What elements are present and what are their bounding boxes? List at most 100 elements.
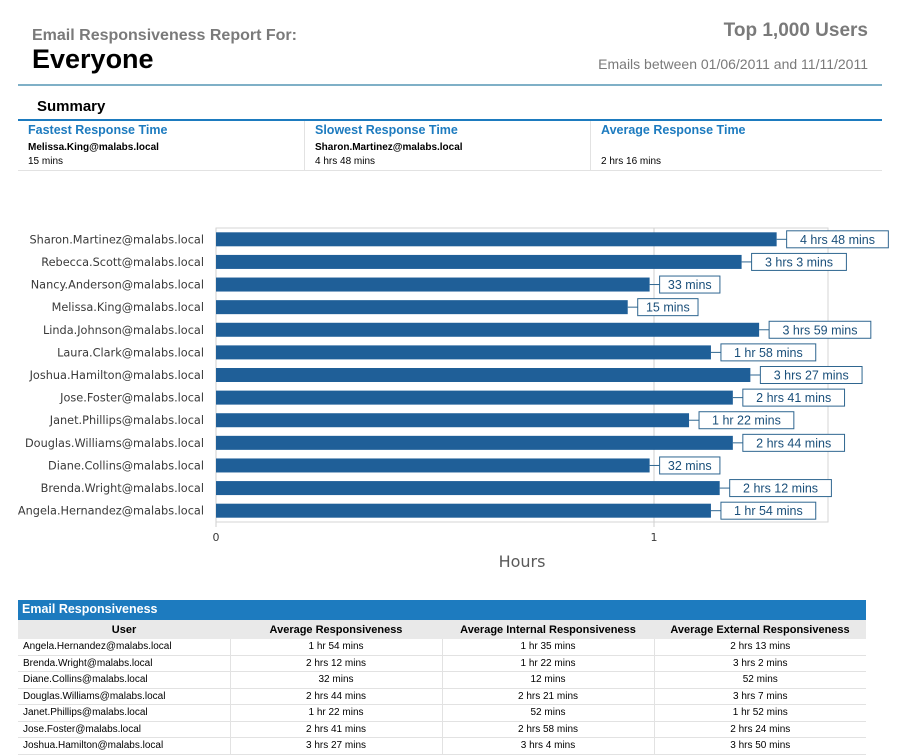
data-label: 3 hrs 27 mins [774, 369, 849, 383]
data-label-box [720, 501, 817, 520]
y-category-label: Joshua.Hamilton@malabs.local [29, 369, 204, 382]
fastest-value: 15 mins [28, 156, 64, 167]
table-cell: Brenda.Wright@malabs.local [18, 655, 231, 672]
data-label-box [637, 298, 699, 317]
fastest-label: Fastest Response Time [28, 123, 168, 137]
table-cell: Douglas.Williams@malabs.local [18, 688, 231, 705]
y-category-label: Brenda.Wright@malabs.local [41, 482, 204, 495]
data-label: 1 hr 22 mins [712, 414, 781, 428]
table-cell: Angela.Hernandez@malabs.local [18, 639, 231, 656]
table-cell: 3 hrs 2 mins [654, 655, 866, 672]
table-row: Jose.Foster@malabs.local 2 hrs 41 mins 2 h… [18, 721, 866, 738]
x-tick-label: 1 [651, 531, 658, 544]
data-label: 33 mins [668, 278, 712, 292]
y-category-label: Linda.Johnson@malabs.local [43, 324, 204, 337]
y-category-label: Jose.Foster@malabs.local [59, 392, 204, 405]
data-label-box [742, 388, 846, 407]
table-cell: Diane.Collins@malabs.local [18, 671, 231, 689]
table-cell: 3 hrs 50 mins [654, 737, 866, 755]
table-cell: 32 mins [230, 671, 443, 689]
data-label-box [729, 479, 832, 498]
table-cell: 52 mins [442, 704, 655, 722]
table-cell: 3 hrs 27 mins [230, 737, 443, 755]
table-cell: 2 hrs 58 mins [442, 721, 655, 738]
data-label: 2 hrs 44 mins [756, 436, 831, 450]
table-cell: 1 hr 22 mins [230, 704, 443, 722]
response-time-chart: 0 1 Hours Sharon.Martinez@malabs.local 4 hrs… [18, 227, 889, 571]
bar [216, 458, 650, 473]
y-category-label: Nancy.Anderson@malabs.local [31, 279, 204, 292]
slowest-email: Sharon.Martinez@malabs.local [315, 142, 463, 153]
data-label: 2 hrs 41 mins [756, 391, 831, 405]
responsiveness-table: Email Responsiveness User Average Respons… [18, 600, 866, 755]
table-cell: 2 hrs 24 mins [654, 721, 866, 738]
table-cell: 52 mins [654, 671, 866, 689]
bar [216, 254, 742, 269]
data-label-box [659, 456, 721, 475]
data-label-box [786, 230, 889, 249]
data-label-box [742, 433, 846, 452]
column-header[interactable]: Average Internal Responsiveness [442, 620, 654, 639]
column-header[interactable]: Average External Responsiveness [654, 620, 866, 639]
table-cell: Joshua.Hamilton@malabs.local [18, 737, 231, 755]
x-axis-title: Hours [499, 552, 546, 571]
y-category-label: Douglas.Williams@malabs.local [25, 437, 204, 450]
table-cell: 1 hr 54 mins [230, 639, 443, 656]
y-category-label: Janet.Phillips@malabs.local [49, 414, 204, 427]
table-cell: 3 hrs 7 mins [654, 688, 866, 705]
data-label: 2 hrs 12 mins [743, 482, 818, 496]
summary-fastest: Fastest Response Time Melissa.King@malab… [18, 121, 304, 170]
table-header-row: User Average Responsiveness Average Intern… [18, 620, 866, 639]
table-cell: 2 hrs 21 mins [442, 688, 655, 705]
table-row: Diane.Collins@malabs.local 32 mins 12 mins… [18, 671, 866, 689]
average-email [601, 142, 876, 156]
y-category-label: Laura.Clark@malabs.local [57, 346, 204, 359]
table-row: Joshua.Hamilton@malabs.local 3 hrs 27 min… [18, 737, 866, 755]
bar [216, 322, 760, 337]
bar [216, 413, 690, 428]
table-cell: 2 hrs 44 mins [230, 688, 443, 705]
slowest-label: Slowest Response Time [315, 123, 458, 137]
bar [216, 368, 751, 382]
column-header[interactable]: Average Responsiveness [230, 620, 442, 639]
data-label-box [720, 343, 817, 362]
average-value: 2 hrs 16 mins [601, 156, 662, 167]
column-header[interactable]: User [18, 620, 230, 639]
table-cell: 2 hrs 13 mins [654, 639, 866, 656]
table-row: Brenda.Wright@malabs.local 2 hrs 12 mins 1… [18, 655, 866, 672]
data-label-box [759, 366, 863, 384]
table-cell: Janet.Phillips@malabs.local [18, 704, 231, 722]
fastest-email: Melissa.King@malabs.local [28, 142, 159, 153]
data-label: 1 hr 58 mins [734, 346, 803, 360]
bar [216, 390, 733, 405]
data-label: 32 mins [668, 459, 712, 473]
report-subject: Everyone [32, 44, 154, 74]
table-cell: 2 hrs 41 mins [230, 721, 443, 738]
top-users-label: Top 1,000 Users [723, 20, 868, 41]
slowest-value: 4 hrs 48 mins [315, 156, 376, 167]
table-row: Janet.Phillips@malabs.local 1 hr 22 mins 5… [18, 704, 866, 722]
table-cell: 3 hrs 4 mins [442, 737, 655, 755]
bar [216, 345, 711, 360]
bar [216, 300, 628, 315]
data-label-box [659, 275, 721, 294]
data-label: 1 hr 54 mins [734, 504, 803, 518]
table-cell: 1 hr 22 mins [442, 655, 655, 672]
header-divider [18, 84, 882, 86]
y-category-label: Rebecca.Scott@malabs.local [41, 256, 204, 269]
y-category-label: Diane.Collins@malabs.local [48, 459, 204, 472]
table-cell: 2 hrs 12 mins [230, 655, 443, 672]
summary-average: Average Response Time 2 hrs 16 mins [590, 121, 876, 170]
bar [216, 435, 733, 450]
y-category-label: Melissa.King@malabs.local [52, 301, 204, 314]
date-range: Emails between 01/06/2011 and 11/11/2011 [598, 56, 868, 72]
summary-panel: Fastest Response Time Melissa.King@malab… [18, 119, 882, 171]
summary-title: Summary [37, 98, 106, 115]
table-cell: 1 hr 35 mins [442, 639, 655, 656]
data-label-box [768, 320, 872, 339]
bar [216, 481, 720, 496]
bar [216, 503, 711, 518]
bar [216, 277, 650, 292]
x-tick-label: 0 [213, 531, 220, 544]
data-label: 3 hrs 59 mins [782, 323, 857, 337]
